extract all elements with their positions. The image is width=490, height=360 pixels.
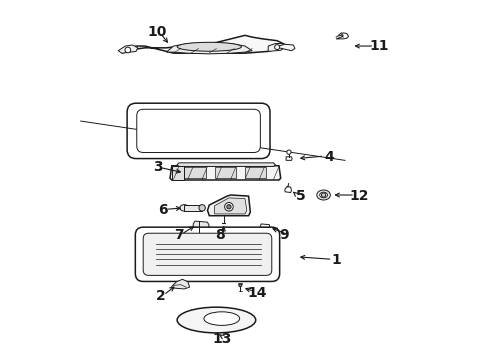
- Circle shape: [275, 45, 280, 50]
- Polygon shape: [193, 221, 209, 228]
- Circle shape: [227, 204, 231, 209]
- Polygon shape: [285, 186, 292, 193]
- Polygon shape: [184, 167, 206, 178]
- Circle shape: [125, 47, 131, 53]
- Polygon shape: [118, 45, 138, 53]
- Ellipse shape: [317, 190, 330, 200]
- FancyBboxPatch shape: [127, 103, 270, 158]
- Polygon shape: [184, 204, 202, 211]
- Text: 13: 13: [212, 332, 231, 346]
- Ellipse shape: [177, 42, 242, 51]
- Circle shape: [287, 150, 291, 154]
- Polygon shape: [260, 224, 270, 230]
- Circle shape: [224, 203, 233, 211]
- Polygon shape: [170, 166, 281, 180]
- FancyBboxPatch shape: [135, 227, 280, 282]
- Polygon shape: [336, 33, 348, 39]
- Polygon shape: [172, 166, 184, 180]
- Text: 12: 12: [349, 189, 369, 203]
- Polygon shape: [268, 44, 286, 51]
- Polygon shape: [245, 167, 267, 178]
- Text: 1: 1: [331, 253, 341, 267]
- Polygon shape: [279, 44, 295, 51]
- Text: 10: 10: [148, 25, 167, 39]
- Text: 8: 8: [215, 228, 225, 242]
- Text: 14: 14: [248, 285, 267, 300]
- Text: 7: 7: [174, 228, 184, 242]
- Text: 6: 6: [158, 203, 168, 217]
- Ellipse shape: [199, 204, 205, 211]
- Polygon shape: [207, 195, 250, 216]
- Polygon shape: [172, 279, 190, 289]
- Text: 2: 2: [156, 289, 166, 303]
- Ellipse shape: [180, 204, 189, 211]
- Polygon shape: [167, 42, 252, 54]
- Ellipse shape: [319, 192, 327, 198]
- Polygon shape: [215, 167, 236, 178]
- Text: 4: 4: [324, 150, 334, 164]
- Ellipse shape: [177, 307, 256, 333]
- FancyBboxPatch shape: [137, 109, 260, 153]
- Ellipse shape: [204, 312, 240, 325]
- Polygon shape: [177, 163, 275, 166]
- Circle shape: [239, 284, 242, 287]
- Text: 11: 11: [369, 39, 389, 53]
- Polygon shape: [286, 157, 292, 160]
- Text: 3: 3: [153, 161, 162, 175]
- Circle shape: [321, 193, 326, 197]
- Polygon shape: [215, 198, 247, 214]
- Text: 9: 9: [279, 228, 289, 242]
- FancyBboxPatch shape: [143, 233, 272, 275]
- Polygon shape: [122, 35, 288, 53]
- Text: 5: 5: [295, 189, 305, 203]
